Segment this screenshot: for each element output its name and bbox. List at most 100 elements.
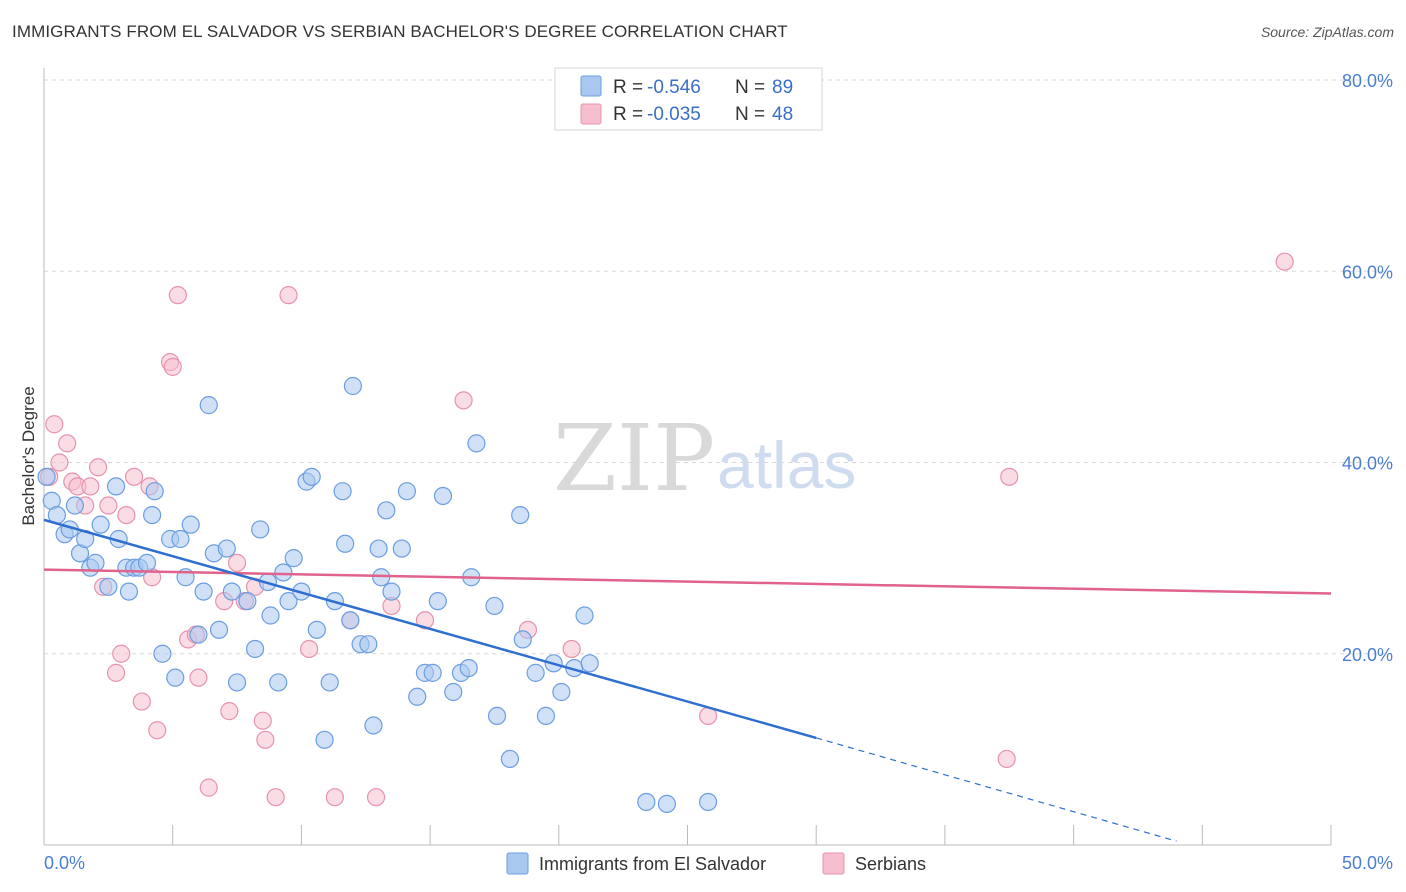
bottom-legend-swatch-el-salvador (506, 852, 529, 875)
legend-swatch-el-salvador (580, 75, 602, 97)
y-tick-labels: 20.0% 40.0% 60.0% 80.0% (1342, 71, 1393, 665)
serbians-point (168, 286, 187, 305)
el-salvador-point (397, 482, 417, 501)
serbians-trend-line (43, 568, 1332, 595)
el-salvador-point (91, 515, 110, 534)
x-tick-label-max: 50.0% (1342, 853, 1393, 873)
el-salvador-point (359, 635, 378, 654)
legend-n-value-2: 48 (772, 104, 793, 125)
serbians-point (266, 788, 285, 807)
el-salvador-point (459, 658, 478, 678)
el-salvador-point (444, 682, 463, 702)
el-salvador-point (227, 673, 247, 692)
el-salvador-point (106, 477, 126, 496)
el-salvador-point (189, 625, 208, 644)
el-salvador-point (217, 539, 236, 558)
serbians-point (997, 749, 1016, 769)
serbians-point (454, 391, 473, 410)
el-salvador-point (307, 620, 326, 639)
el-salvador-point (580, 654, 599, 673)
el-salvador-point (137, 553, 157, 573)
el-salvador-trend-line (43, 518, 817, 740)
y-tick-label-60: 60.0% (1342, 262, 1393, 282)
el-salvador-point (320, 673, 339, 692)
serbians-point (1000, 467, 1019, 486)
el-salvador-point (485, 596, 504, 616)
el-salvador-point (181, 515, 200, 534)
el-salvador-point (382, 582, 401, 601)
el-salvador-point (513, 630, 532, 649)
el-salvador-point (423, 663, 442, 682)
el-salvador-point (99, 577, 118, 596)
el-salvador-point (467, 434, 486, 453)
serbians-point (220, 702, 239, 721)
legend-swatch-serbians (580, 103, 602, 125)
el-salvador-point (333, 482, 352, 501)
serbians-point (58, 434, 77, 453)
el-salvador-point (637, 792, 656, 812)
serbians-point (366, 788, 386, 807)
bottom-legend-label-serbians: Serbians (855, 854, 926, 874)
chart-source: Source: ZipAtlas.com (1260, 24, 1394, 40)
el-salvador-point (238, 592, 257, 611)
serbians-point (253, 711, 272, 730)
el-salvador-point (487, 706, 507, 726)
el-salvador-point (209, 620, 229, 639)
el-salvador-point (274, 563, 293, 582)
y-tick-label-40: 40.0% (1342, 454, 1393, 474)
el-salvador-point (372, 568, 391, 587)
el-salvador-point (392, 539, 411, 558)
bottom-legend-swatch-serbians (822, 852, 845, 875)
legend-r-value-2: -0.035 (647, 104, 701, 125)
bottom-legend-label-el-salvador: Immigrants from El Salvador (539, 854, 766, 874)
serbians-point (50, 453, 69, 472)
serbians-point (227, 553, 247, 573)
x-tick-marks (43, 825, 1332, 845)
legend-n-value-1: 89 (772, 77, 793, 98)
el-salvador-point (251, 520, 270, 539)
serbians-point (148, 721, 167, 740)
el-salvador-point (408, 687, 427, 706)
el-salvador-point (65, 496, 84, 515)
serbians-point (163, 357, 182, 376)
el-salvador-point (284, 549, 303, 568)
legend-r-label-1: R = (613, 77, 643, 98)
serbians-point (45, 415, 64, 434)
serbians-point (112, 644, 131, 663)
el-salvador-point (37, 467, 56, 486)
el-salvador-point (369, 539, 388, 558)
el-salvador-point (377, 501, 396, 520)
serbians-point (124, 467, 144, 486)
legend-n-label-1: N = (735, 77, 765, 98)
el-salvador-point (261, 606, 280, 625)
el-salvador-point (536, 706, 556, 726)
serbians-point (1275, 252, 1294, 271)
grid (44, 79, 1393, 655)
el-salvador-point (302, 467, 321, 486)
el-salvador-point (364, 716, 383, 735)
serbians-point (256, 730, 275, 749)
el-salvador-point (171, 529, 190, 549)
series-legend: Immigrants from El Salvador Serbians (506, 852, 926, 875)
el-salvador-point (698, 792, 718, 812)
el-salvador-point (315, 730, 334, 749)
y-tick-label-20: 20.0% (1342, 645, 1393, 665)
el-salvador-trend-extension (816, 737, 1177, 842)
serbians-point (132, 692, 151, 711)
serbians-point (325, 788, 344, 807)
legend-r-label-2: R = (613, 104, 643, 125)
serbians-point (199, 778, 218, 797)
el-salvador-point (222, 582, 242, 601)
el-salvador-point (341, 611, 360, 630)
trend-lines (43, 518, 1332, 842)
el-salvador-point (145, 482, 164, 501)
el-salvador-point (343, 376, 362, 396)
el-salvador-point (500, 749, 519, 769)
el-salvador-point (526, 663, 545, 682)
el-salvador-point (336, 534, 355, 553)
serbians-point (300, 639, 319, 659)
serbians-point (88, 458, 108, 477)
serbians-point (81, 477, 100, 496)
el-salvador-point (166, 668, 185, 687)
el-salvador-point (86, 553, 105, 573)
